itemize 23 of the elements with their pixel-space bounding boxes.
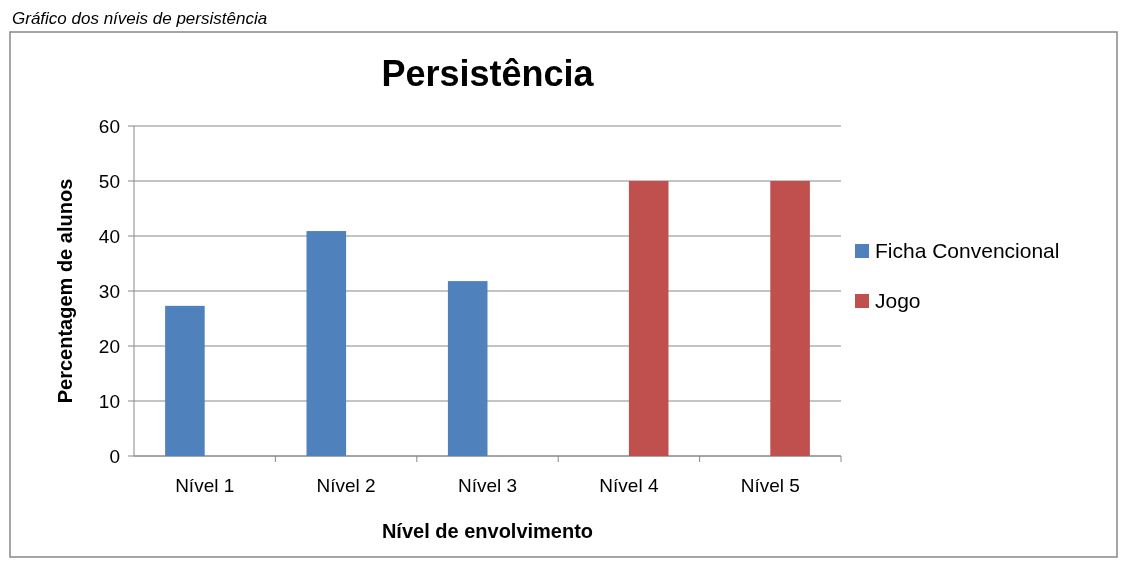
legend-label: Ficha Convencional [875,239,1060,263]
y-tick-label: 60 [98,115,120,137]
bar [306,231,347,456]
y-tick-label: 30 [98,280,120,302]
y-tick-label: 10 [98,390,120,412]
y-axis-title: Percentagem de alunos [54,178,76,404]
legend-label: Jogo [875,289,921,313]
x-tick-label: Nível 2 [316,475,376,496]
bar [770,181,810,456]
x-axis-title: Nível de envolvimento [381,520,594,542]
y-tick-label: 20 [98,335,120,357]
bar [447,281,488,456]
x-tick-label: Nível 5 [740,475,800,496]
bar [628,181,669,456]
x-tick-label: Nível 3 [457,475,518,496]
y-tick-label: 50 [98,170,120,192]
y-tick-label: 0 [109,445,120,467]
x-tick-label: Nível 4 [599,475,659,496]
bar [165,305,205,456]
chart-title: Persistência [381,53,595,94]
x-tick-label: Nível 1 [175,475,235,496]
text: Gráfico dos níveis de persistência [12,9,268,28]
y-tick-label: 40 [98,225,120,247]
